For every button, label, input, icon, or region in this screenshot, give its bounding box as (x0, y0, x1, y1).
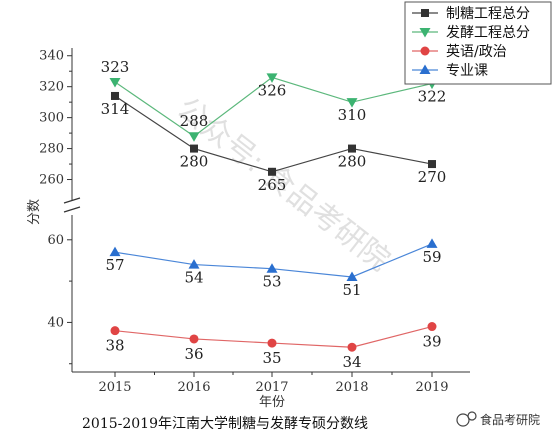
x-axis-title: 年份 (259, 395, 285, 410)
data-point (268, 167, 276, 176)
series-1: 323 288 326 310 322 (101, 58, 447, 142)
data-point (348, 144, 356, 153)
data-point (190, 144, 198, 153)
data-point (347, 342, 357, 352)
legend-label: 制糖工程总分 (446, 6, 530, 22)
data-label: 53 (262, 273, 281, 291)
y-ticks-upper: 260 280 300 320 340 (39, 49, 72, 188)
data-label: 38 (105, 337, 124, 355)
data-point (266, 73, 278, 83)
legend-item: 英语/政治 (412, 43, 507, 60)
legend-label: 发酵工程总分 (446, 25, 530, 41)
y-axis-title: 分数 (27, 199, 42, 225)
data-point (266, 263, 278, 273)
data-label: 322 (418, 88, 447, 106)
data-point (346, 271, 358, 281)
logo-icon-small (467, 411, 477, 421)
data-point (346, 98, 358, 108)
y-tick-lower-label: 40 (47, 315, 64, 330)
data-label: 280 (338, 153, 367, 171)
data-point (109, 78, 121, 88)
legend-marker (421, 9, 429, 17)
data-label: 54 (184, 269, 203, 287)
data-label: 51 (342, 281, 361, 299)
y-tick-upper-label: 300 (39, 111, 64, 126)
y-tick-upper-label: 260 (39, 173, 64, 188)
data-point (267, 338, 277, 348)
data-point (109, 246, 121, 257)
data-label: 280 (180, 153, 209, 171)
series-0: 314 280 265 280 270 (101, 91, 447, 194)
data-point (427, 322, 437, 332)
data-label: 270 (418, 168, 447, 186)
axis-break-mark (63, 197, 81, 204)
series-layer: 314 280 265 280 270 323 288 326 310 322 38 36 35 34 39… (101, 58, 447, 371)
y-tick-upper-label: 320 (39, 80, 64, 95)
data-label: 57 (105, 256, 124, 274)
axis-break-mark (63, 206, 81, 213)
series-2: 38 36 35 34 39 (105, 322, 442, 371)
series-3: 57 54 53 51 59 (105, 238, 442, 299)
data-point (110, 326, 120, 336)
x-tick-label: 2016 (177, 380, 210, 395)
data-label: 39 (422, 333, 441, 351)
data-label: 265 (258, 176, 287, 194)
data-label: 323 (101, 58, 130, 76)
data-label: 288 (180, 112, 209, 130)
data-point (189, 334, 199, 344)
x-tick-label: 2015 (98, 380, 131, 395)
data-point (426, 238, 438, 248)
legend-marker (419, 64, 431, 74)
y-tick-lower-label: 60 (47, 233, 64, 248)
data-label: 326 (258, 81, 287, 99)
axes (63, 48, 470, 373)
legend-item: 发酵工程总分 (412, 25, 530, 41)
x-tick-label: 2017 (255, 380, 288, 395)
legend-item: 专业课 (412, 63, 488, 79)
data-point (428, 160, 436, 169)
data-point (188, 259, 200, 269)
legend-marker (419, 28, 431, 38)
logo-watermark: 食品考研院 (456, 411, 540, 427)
legend-label: 英语/政治 (446, 43, 507, 60)
y-tick-upper-label: 340 (39, 49, 64, 64)
data-point (111, 91, 119, 100)
data-label: 310 (338, 106, 367, 124)
legend-label: 专业课 (446, 63, 488, 79)
x-tick-label: 2018 (335, 380, 368, 395)
data-label: 35 (262, 349, 281, 367)
x-ticks: 2015 2016 2017 2018 2019 (98, 372, 449, 395)
legend-item: 制糖工程总分 (412, 6, 530, 22)
logo-icon (456, 413, 470, 427)
data-label: 36 (184, 345, 203, 363)
data-label: 59 (422, 248, 441, 266)
data-label: 34 (342, 353, 361, 371)
data-label: 314 (101, 100, 130, 118)
y-ticks-lower: 40 60 (47, 233, 72, 365)
data-point (188, 132, 200, 142)
chart-caption: 2015-2019年江南大学制糖与发酵专硕分数线 (82, 416, 368, 432)
x-tick-label: 2019 (415, 380, 448, 395)
y-tick-upper-label: 280 (39, 142, 64, 157)
legend-marker (420, 46, 430, 56)
logo-text: 食品考研院 (480, 412, 540, 427)
